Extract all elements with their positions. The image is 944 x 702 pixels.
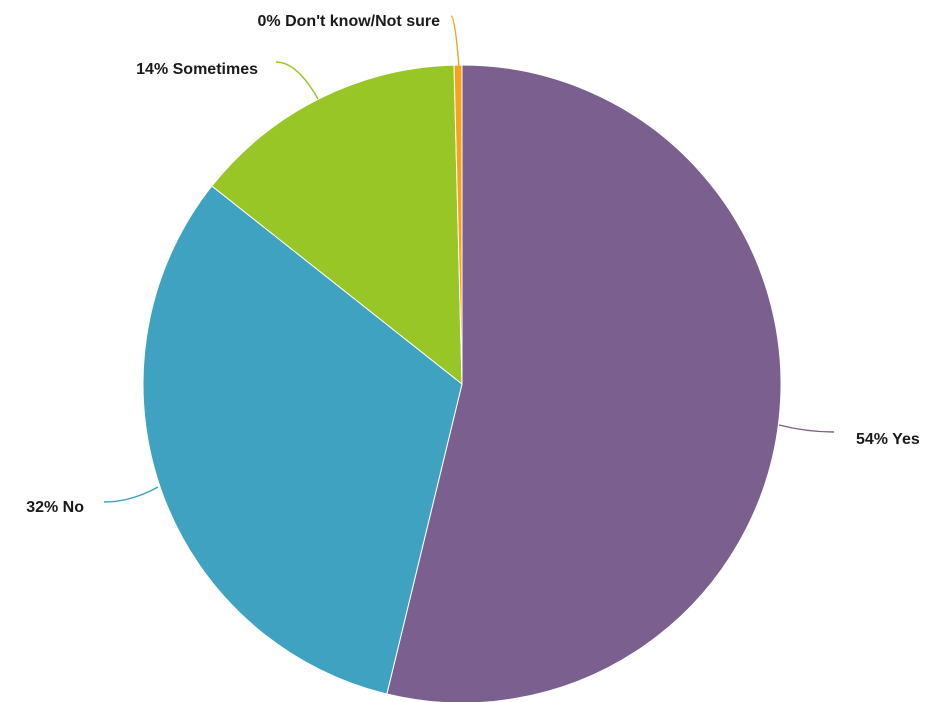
pie-slice-don-t-know-not-sure bbox=[453, 64, 463, 385]
leader-line-no bbox=[103, 486, 159, 503]
slice-label-don-t-know-not-sure: 0% Don't know/Not sure bbox=[258, 13, 441, 30]
leader-line-sometimes bbox=[275, 61, 319, 100]
leader-line-yes bbox=[778, 424, 835, 433]
leader-lines bbox=[103, 15, 835, 503]
pie-slice-yes bbox=[386, 64, 782, 702]
slice-label-sometimes: 14% Sometimes bbox=[136, 61, 258, 78]
slice-labels: 54% Yes 32% No 14% Sometimes 0% Don't know/… bbox=[26, 13, 920, 516]
pie-slice-sometimes bbox=[211, 64, 463, 386]
slice-label-no: 32% No bbox=[26, 499, 84, 516]
pie-slice-no bbox=[142, 185, 463, 695]
leader-line-don-t-know-not-sure bbox=[450, 15, 460, 68]
pie-slices bbox=[142, 64, 782, 702]
slice-label-yes: 54% Yes bbox=[856, 431, 920, 448]
